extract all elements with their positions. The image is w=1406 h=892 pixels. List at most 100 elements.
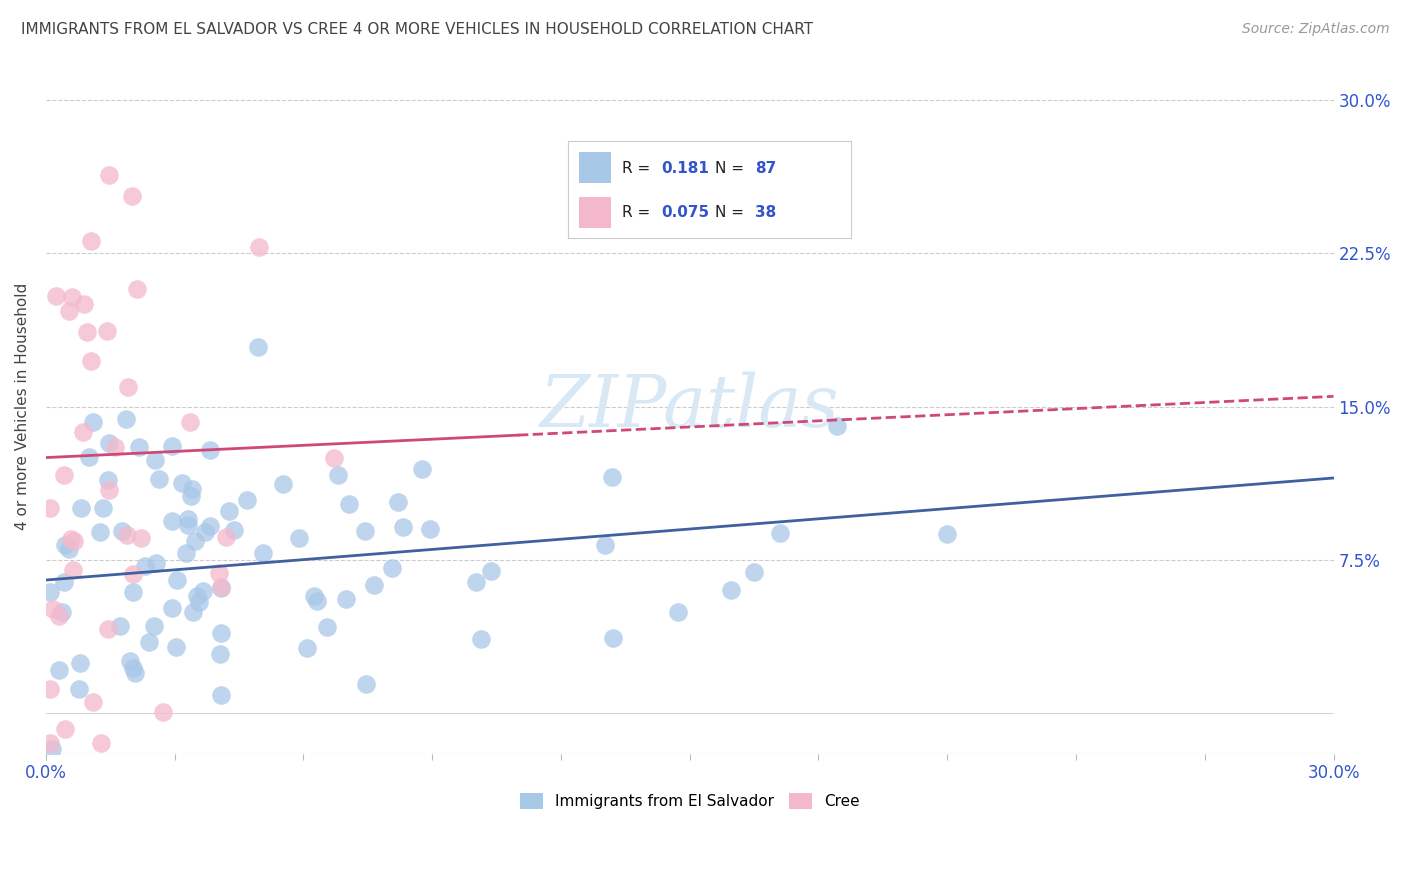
Point: [209, 626, 232, 640]
Point: [39, 682, 62, 697]
Point: [470, 632, 492, 646]
Point: [152, 706, 174, 720]
Point: [58, 303, 80, 318]
Point: [222, 523, 245, 537]
Point: [174, 546, 197, 560]
Point: [91, 500, 114, 515]
Point: [304, 589, 326, 603]
Point: [52, 467, 75, 482]
Point: [191, 584, 214, 599]
FancyBboxPatch shape: [579, 197, 610, 228]
Point: [180, 489, 202, 503]
Point: [295, 641, 318, 656]
Point: [143, 453, 166, 467]
Point: [67, 681, 90, 696]
Point: [326, 467, 349, 482]
Point: [194, 525, 217, 540]
Point: [218, 504, 240, 518]
Point: [69, 656, 91, 670]
Point: [111, 524, 134, 538]
Text: R =: R =: [621, 205, 655, 220]
Point: [464, 575, 486, 590]
Point: [52, 574, 75, 589]
Point: [184, 534, 207, 549]
Point: [122, 661, 145, 675]
Point: [602, 632, 624, 646]
Point: [82, 415, 104, 429]
Text: 0.181: 0.181: [661, 161, 710, 176]
Point: [769, 526, 792, 541]
Point: [209, 580, 232, 594]
Point: [162, 439, 184, 453]
Point: [162, 514, 184, 528]
Point: [128, 440, 150, 454]
Point: [198, 519, 221, 533]
Point: [186, 590, 208, 604]
Point: [252, 545, 274, 559]
Point: [98, 168, 121, 182]
FancyBboxPatch shape: [579, 152, 610, 183]
Point: [177, 512, 200, 526]
Point: [117, 380, 139, 394]
Point: [247, 240, 270, 254]
Point: [122, 585, 145, 599]
Point: [39, 584, 62, 599]
Point: [335, 591, 357, 606]
Point: [666, 605, 689, 619]
Point: [198, 443, 221, 458]
Point: [122, 567, 145, 582]
Text: IMMIGRANTS FROM EL SALVADOR VS CREE 4 OR MORE VEHICLES IN HOUSEHOLD CORRELATION : IMMIGRANTS FROM EL SALVADOR VS CREE 4 OR…: [21, 22, 813, 37]
Point: [115, 412, 138, 426]
Point: [97, 473, 120, 487]
Point: [148, 472, 170, 486]
Point: [209, 581, 232, 595]
Point: [339, 497, 361, 511]
Point: [121, 189, 143, 203]
Point: [354, 676, 377, 690]
Text: N =: N =: [716, 161, 749, 176]
Point: [104, 440, 127, 454]
Y-axis label: 4 or more Vehicles in Household: 4 or more Vehicles in Household: [15, 283, 30, 530]
Point: [600, 470, 623, 484]
Text: 38: 38: [755, 205, 776, 220]
Point: [593, 538, 616, 552]
Point: [380, 561, 402, 575]
Point: [73, 297, 96, 311]
Point: [235, 493, 257, 508]
Legend: Immigrants from El Salvador, Cree: Immigrants from El Salvador, Cree: [513, 787, 866, 815]
Point: [145, 556, 167, 570]
Point: [120, 654, 142, 668]
Point: [60, 290, 83, 304]
Point: [80, 234, 103, 248]
Point: [115, 528, 138, 542]
Point: [97, 623, 120, 637]
Point: [76, 325, 98, 339]
Point: [98, 483, 121, 497]
Point: [209, 688, 232, 702]
Point: [181, 605, 204, 619]
Point: [179, 415, 201, 429]
Point: [354, 524, 377, 538]
Point: [419, 522, 441, 536]
Point: [180, 482, 202, 496]
Point: [307, 594, 329, 608]
Point: [134, 559, 156, 574]
Point: [62, 563, 84, 577]
Point: [89, 525, 111, 540]
Text: 87: 87: [755, 161, 776, 176]
Point: [39, 736, 62, 750]
Point: [207, 566, 229, 581]
Point: [45, 289, 67, 303]
Point: [387, 495, 409, 509]
Point: [124, 666, 146, 681]
Point: [41, 742, 63, 756]
Point: [63, 534, 86, 549]
Point: [48, 663, 70, 677]
Point: [53, 538, 76, 552]
Point: [53, 723, 76, 737]
Point: [188, 595, 211, 609]
Point: [90, 736, 112, 750]
Point: [411, 462, 433, 476]
Point: [825, 418, 848, 433]
Point: [215, 530, 238, 544]
